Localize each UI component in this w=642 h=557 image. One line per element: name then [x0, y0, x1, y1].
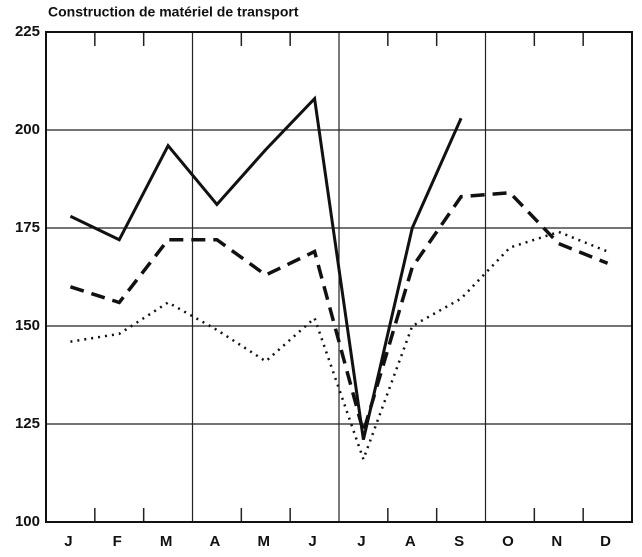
x-tick-label: M — [258, 533, 271, 550]
y-tick-label: 150 — [15, 317, 40, 334]
series-line — [69, 190, 609, 439]
x-tick-label: J — [308, 533, 316, 550]
y-tick-label: 175 — [15, 219, 40, 236]
x-tick-label: A — [405, 533, 416, 550]
chart-title: Construction de matériel de transport — [48, 4, 299, 20]
y-tick-label: 100 — [15, 513, 40, 530]
y-tick-label: 225 — [15, 23, 40, 40]
y-tick-label: 125 — [15, 415, 40, 432]
x-tick-label: A — [209, 533, 220, 550]
x-tick-label: S — [454, 533, 464, 550]
x-tick-label: J — [64, 533, 72, 550]
x-tick-label: M — [160, 533, 173, 550]
y-tick-label: 200 — [15, 121, 40, 138]
x-tick-label: D — [600, 533, 611, 550]
x-tick-label: J — [357, 533, 365, 550]
plot-frame — [45, 31, 633, 523]
x-tick-label: N — [551, 533, 562, 550]
series-line — [69, 95, 463, 441]
x-tick-label: O — [502, 533, 514, 550]
x-tick-label: F — [113, 533, 122, 550]
